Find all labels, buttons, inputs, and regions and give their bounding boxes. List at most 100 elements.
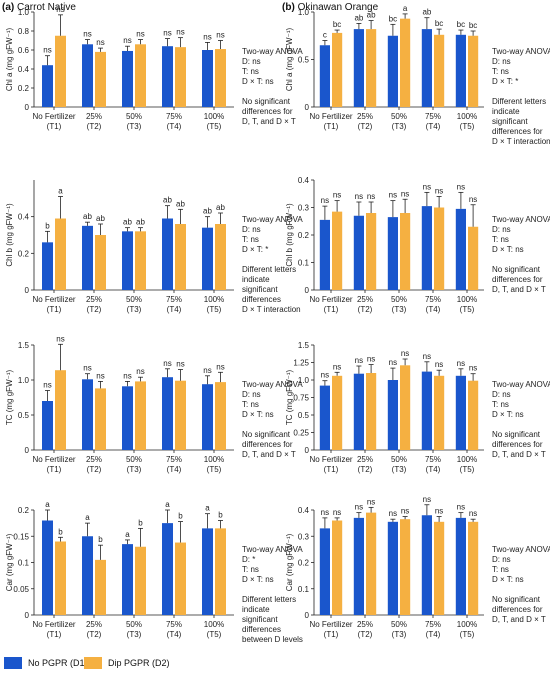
- x-tick-sublabel: (T5): [207, 630, 222, 639]
- x-tick-sublabel: (T1): [324, 630, 339, 639]
- y-axis-label: Car (mg gFW⁻¹): [285, 533, 294, 591]
- significance-label: ns: [469, 364, 477, 373]
- y-axis-label: TC (mg gFW⁻¹): [285, 370, 294, 426]
- significance-label: ns: [389, 358, 397, 367]
- significance-label: ns: [321, 196, 329, 205]
- bar-d1: [319, 219, 330, 290]
- y-tick-label: 1.0: [18, 376, 30, 385]
- anova-annotation-line: T: ns: [242, 235, 259, 244]
- x-tick-label: 100%: [457, 620, 477, 629]
- x-tick-sublabel: (T1): [324, 122, 339, 131]
- anova-annotation-line: D × T: *: [242, 245, 268, 254]
- significance-label: ns: [43, 46, 51, 55]
- anova-annotation-line: No significant: [492, 595, 541, 604]
- bar-d2: [215, 224, 226, 290]
- x-tick-sublabel: (T5): [460, 305, 475, 314]
- x-tick-sublabel: (T4): [167, 122, 182, 131]
- y-tick-label: 0.4: [298, 176, 310, 185]
- anova-annotation-line: D: ns: [242, 225, 261, 234]
- y-tick-label: 0.2: [18, 84, 30, 93]
- y-tick-label: 0: [25, 103, 30, 112]
- x-tick-label: No Fertilizer: [309, 112, 352, 121]
- significance-label: ns: [203, 366, 211, 375]
- y-tick-label: 1.0: [298, 8, 310, 17]
- significance-label: ns: [123, 36, 131, 45]
- anova-annotation-line: significant: [492, 117, 528, 126]
- bar-d2: [366, 512, 377, 615]
- significance-label: a: [403, 4, 408, 13]
- bar-d2: [135, 44, 146, 107]
- x-tick-label: 75%: [425, 620, 441, 629]
- x-tick-label: 100%: [457, 455, 477, 464]
- x-tick-sublabel: (T3): [392, 122, 407, 131]
- anova-annotation-line: D: ns: [242, 390, 261, 399]
- panel-letter-b: (b): [282, 2, 295, 13]
- anova-annotation-line: T: ns: [242, 400, 259, 409]
- x-tick-sublabel: (T1): [324, 305, 339, 314]
- anova-annotation-line: D: ns: [492, 390, 511, 399]
- x-tick-label: 50%: [126, 455, 142, 464]
- bar-d1: [162, 46, 173, 107]
- anova-annotation-line: D: ns: [492, 225, 511, 234]
- x-tick-sublabel: (T5): [207, 465, 222, 474]
- anova-annotation-line: differences for: [242, 107, 293, 116]
- y-tick-label: 1.25: [293, 359, 309, 368]
- bar-d2: [332, 520, 343, 615]
- bar-d1: [202, 528, 213, 615]
- anova-annotation-line: D: ns: [242, 57, 261, 66]
- anova-annotation-line: indicate: [242, 275, 270, 284]
- anova-annotation-line: D × T: ns: [242, 77, 274, 86]
- bar-d1: [387, 521, 398, 615]
- x-tick-label: No Fertilizer: [32, 620, 75, 629]
- significance-label: ns: [401, 189, 409, 198]
- bar-d1: [387, 380, 398, 450]
- bar-d1: [82, 379, 93, 450]
- anova-annotation-line: T: ns: [492, 400, 509, 409]
- bar-d1: [42, 401, 53, 450]
- significance-label: ns: [423, 495, 431, 504]
- bar-d1: [42, 65, 53, 107]
- anova-annotation-line: D × T interaction: [492, 137, 550, 146]
- y-tick-label: 0.3: [298, 532, 310, 541]
- x-tick-label: No Fertilizer: [309, 455, 352, 464]
- panel-name-a: Carrot Native: [17, 2, 76, 13]
- bar-d2: [55, 35, 66, 107]
- x-tick-label: No Fertilizer: [309, 620, 352, 629]
- bar-d2: [135, 381, 146, 450]
- x-tick-label: 100%: [457, 295, 477, 304]
- anova-annotation-line: D × T: ns: [242, 575, 274, 584]
- significance-label: ns: [333, 362, 341, 371]
- bar-d1: [122, 544, 133, 615]
- bar-d1: [82, 225, 93, 290]
- y-tick-label: 0.75: [293, 394, 309, 403]
- significance-label: ns: [96, 38, 104, 47]
- anova-annotation-line: D: ns: [492, 555, 511, 564]
- y-tick-label: 0: [25, 611, 30, 620]
- bar-d2: [95, 235, 106, 290]
- bar-d1: [353, 517, 364, 615]
- bar-d2: [400, 519, 411, 615]
- x-tick-label: 100%: [204, 112, 224, 121]
- y-tick-label: 0.5: [298, 411, 310, 420]
- x-tick-sublabel: (T3): [127, 305, 142, 314]
- anova-annotation-line: significant: [242, 285, 278, 294]
- anova-annotation-line: No significant: [242, 97, 291, 106]
- y-tick-label: 1.0: [18, 8, 30, 17]
- anova-annotation-line: Different letters: [242, 265, 296, 274]
- anova-annotation-line: T: ns: [492, 235, 509, 244]
- bar-d1: [319, 528, 330, 615]
- x-tick-sublabel: (T5): [460, 630, 475, 639]
- y-tick-label: 0.2: [18, 249, 30, 258]
- significance-label: bc: [457, 20, 465, 29]
- anova-annotation-line: differences for: [492, 127, 543, 136]
- x-tick-sublabel: (T1): [47, 630, 62, 639]
- y-tick-label: 0.05: [13, 585, 29, 594]
- anova-annotation-line: Two-way ANOVA: [242, 380, 303, 389]
- anova-annotation-line: Two-way ANOVA: [492, 545, 550, 554]
- y-axis-label: Chl b (mg gFW⁻¹): [285, 203, 294, 267]
- x-tick-sublabel: (T4): [426, 122, 441, 131]
- y-tick-label: 1.0: [298, 376, 310, 385]
- x-tick-sublabel: (T4): [167, 630, 182, 639]
